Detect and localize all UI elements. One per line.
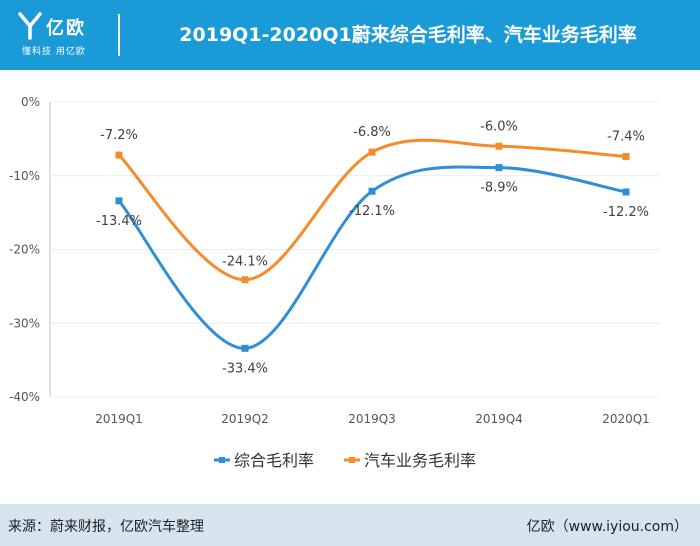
data-label: -13.4% <box>96 214 142 229</box>
data-label: -12.1% <box>349 204 395 219</box>
series-line-2 <box>117 138 627 282</box>
data-label: -7.2% <box>100 128 138 143</box>
legend-marker <box>349 457 355 463</box>
x-tick-label: 2019Q2 <box>221 412 269 426</box>
footer-bar: 来源：蔚来财报，亿欧汽车整理 亿欧（www.iyiou.com） <box>0 504 700 546</box>
data-point <box>622 188 630 196</box>
logo-slogan: 懂科技 用亿欧 <box>22 47 86 57</box>
legend-marker <box>219 457 225 463</box>
data-point <box>622 153 630 161</box>
line-chart: 0% -10% -20% -30% -40% 2019Q1 2019Q2 2019Q3 201… <box>9 95 660 470</box>
header-divider <box>118 14 120 56</box>
x-tick-label: 2019Q1 <box>95 412 143 426</box>
data-point <box>495 164 503 172</box>
data-label: -12.2% <box>603 205 649 220</box>
site-url: 亿欧（www.iyiou.com） <box>526 519 688 535</box>
data-label: -8.9% <box>480 181 518 196</box>
source-note: 来源：蔚来财报，亿欧汽车整理 <box>8 519 204 535</box>
data-label: -33.4% <box>222 361 268 376</box>
logo-name: 亿欧 <box>46 18 86 39</box>
y-tick-label: -40% <box>9 390 40 404</box>
data-label: -6.0% <box>480 119 518 134</box>
data-point <box>241 276 249 284</box>
series-line-1 <box>117 165 627 350</box>
legend-label-1: 综合毛利率 <box>234 451 314 470</box>
data-label: -6.8% <box>353 125 391 140</box>
data-point <box>368 148 376 156</box>
x-tick-label: 2020Q1 <box>602 412 650 426</box>
header-bar: 亿欧 懂科技 用亿欧 2019Q1-2020Q1蔚来综合毛利率、汽车业务毛利率 <box>0 0 700 70</box>
data-point <box>241 344 249 352</box>
y-tick-label: -20% <box>9 243 40 257</box>
y-tick-label: 0% <box>21 95 40 109</box>
data-point <box>495 142 503 150</box>
data-point <box>115 151 123 159</box>
brand-logo: 亿欧 懂科技 用亿欧 <box>18 8 108 62</box>
x-tick-label: 2019Q3 <box>348 412 396 426</box>
y-tick-label: -10% <box>9 169 40 183</box>
data-point <box>368 187 376 195</box>
y-tick-label: -30% <box>9 316 40 330</box>
logo-y-icon <box>18 12 42 40</box>
legend-label-2: 汽车业务毛利率 <box>364 451 476 470</box>
data-label: -24.1% <box>222 255 268 270</box>
data-point <box>115 197 123 205</box>
x-tick-label: 2019Q4 <box>475 412 523 426</box>
chart-title: 2019Q1-2020Q1蔚来综合毛利率、汽车业务毛利率 <box>179 24 637 46</box>
data-label: -7.4% <box>607 130 645 145</box>
